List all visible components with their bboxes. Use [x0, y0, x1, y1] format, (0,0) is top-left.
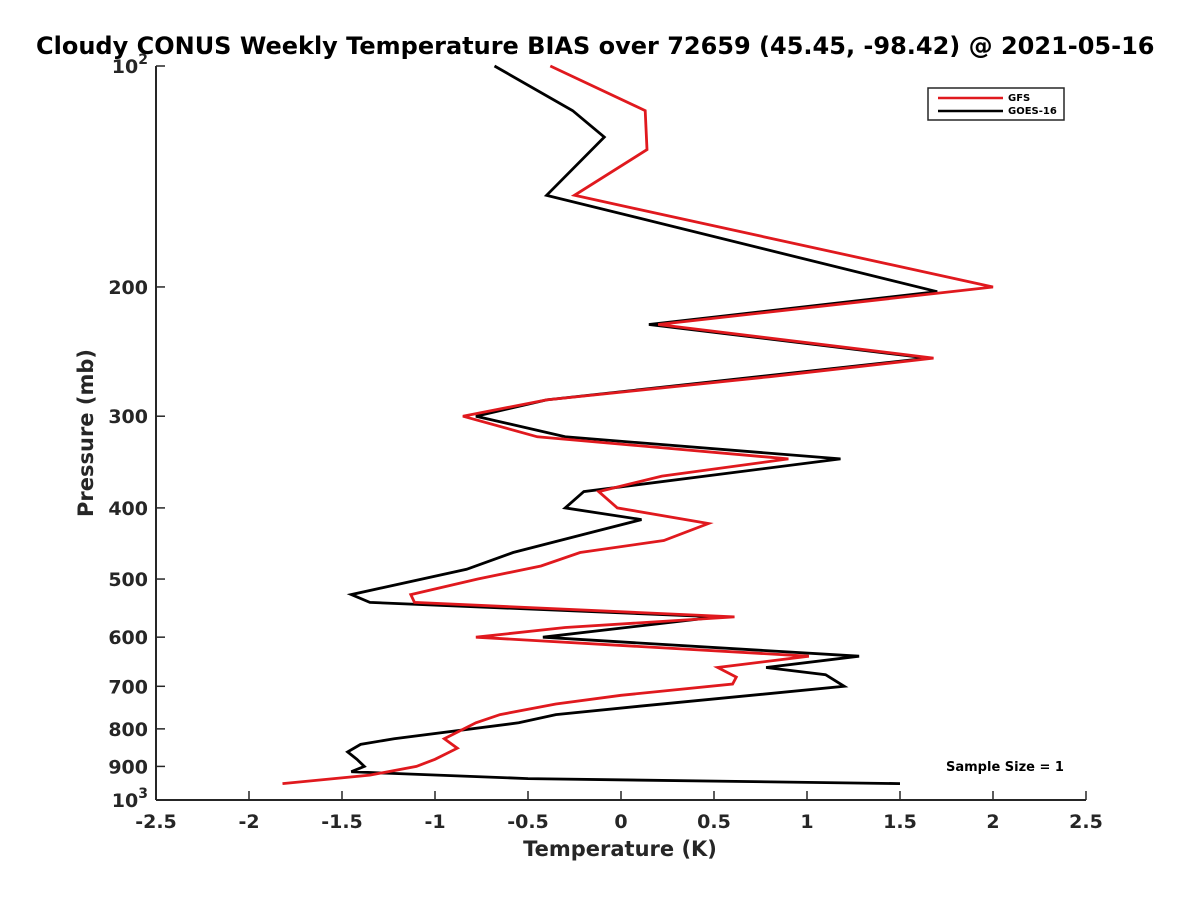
y-tick-label: 300 [108, 406, 148, 428]
x-tick-label: -2 [238, 811, 259, 833]
legend-label-gfs: GFS [1008, 93, 1030, 104]
x-tick-label: 1 [800, 811, 813, 833]
series-line-gfs [282, 64, 994, 785]
x-tick-label: 0.5 [697, 811, 731, 833]
chart-title: Cloudy CONUS Weekly Temperature BIAS ove… [36, 32, 1154, 60]
x-tick-label: 2.5 [1069, 811, 1103, 833]
y-axis-label: Pressure (mb) [74, 349, 98, 517]
legend-label-goes16: GOES-16 [1008, 106, 1057, 117]
y-tick-label: 700 [108, 676, 148, 698]
x-axis-label: Temperature (K) [523, 837, 717, 861]
y-tick-label: 600 [108, 627, 148, 649]
plot-area: -2.5 -2 -1.5 -1 -0.5 0 0.5 1 1.5 2 2.5 102 200 300 400… [108, 52, 1103, 833]
x-tick-label: -2.5 [135, 811, 177, 833]
x-tick-label: 1.5 [883, 811, 917, 833]
y-tick-label: 200 [108, 277, 148, 299]
sample-size-annotation: Sample Size = 1 [946, 760, 1064, 775]
x-tick-label: -1.5 [321, 811, 363, 833]
x-tick-label: -1 [424, 811, 445, 833]
x-tick-label: 0 [614, 811, 627, 833]
y-tick-label: 102 [112, 52, 148, 78]
y-tick-label: 500 [108, 569, 148, 591]
x-tick-label: -0.5 [507, 811, 549, 833]
series-line-goes16 [345, 64, 938, 785]
y-tick-label: 800 [108, 719, 148, 741]
y-tick-label: 103 [112, 786, 148, 812]
legend: GFS GOES-16 [927, 87, 1065, 121]
legend-box [927, 87, 1065, 121]
x-tick-label: 2 [986, 811, 999, 833]
y-tick-label: 900 [108, 756, 148, 778]
y-tick-label: 400 [108, 498, 148, 520]
